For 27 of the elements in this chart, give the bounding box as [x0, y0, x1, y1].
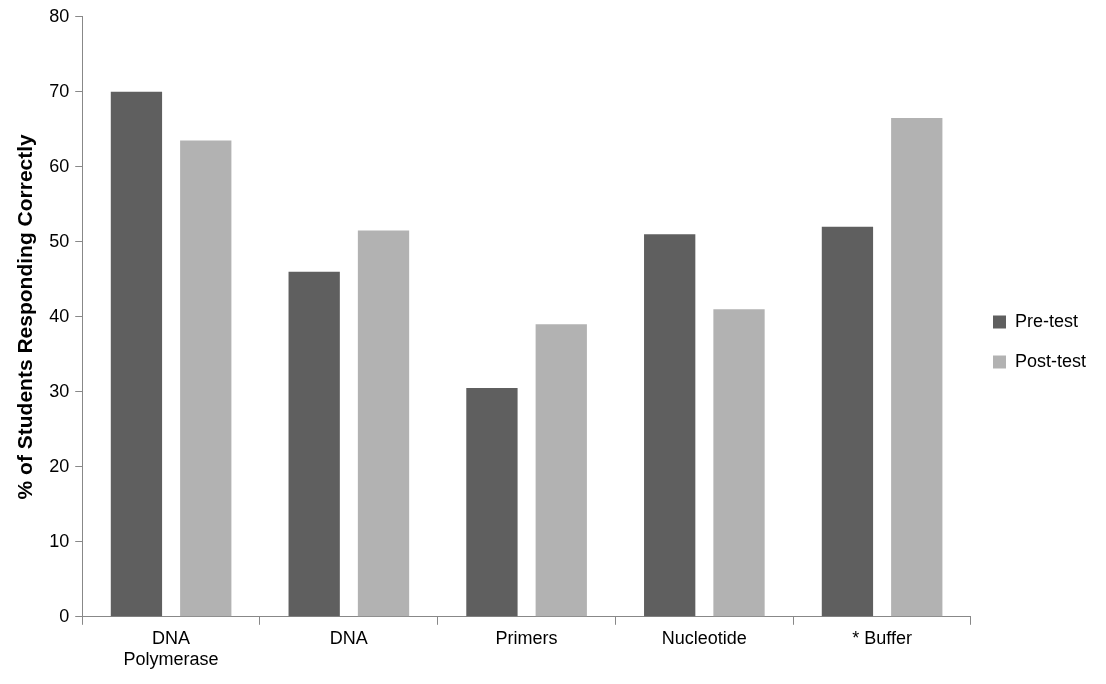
x-tick-label: DNA Polymerase [123, 627, 219, 670]
bar [644, 234, 696, 617]
x-tick-label: * Buffer [852, 627, 912, 648]
x-tick-label: Nucleotide [661, 627, 747, 648]
y-tick-label: 50 [49, 230, 70, 251]
y-tick-label: 20 [49, 455, 70, 476]
y-tick-label: 70 [49, 80, 70, 101]
x-tick-label: Primers [495, 627, 558, 648]
bar [110, 91, 163, 617]
bar [466, 388, 518, 617]
y-tick-label: 40 [49, 305, 70, 326]
bar [713, 309, 765, 617]
bar [357, 230, 410, 617]
y-tick-label: 0 [59, 605, 70, 626]
y-tick-label: 30 [49, 380, 70, 401]
y-tick-label: 10 [49, 530, 70, 551]
bar [288, 271, 340, 617]
x-tick-label: DNA [329, 627, 368, 648]
bar [821, 226, 874, 617]
bar [891, 118, 943, 617]
bar [180, 140, 232, 617]
bar [535, 324, 587, 617]
y-tick-label: 80 [49, 5, 70, 26]
y-tick-label: 60 [49, 155, 70, 176]
legend-label: Post-test [1014, 350, 1087, 371]
legend-label: Pre-test [1014, 310, 1079, 331]
y-axis-title: % of Students Responding Correctly [13, 133, 37, 500]
